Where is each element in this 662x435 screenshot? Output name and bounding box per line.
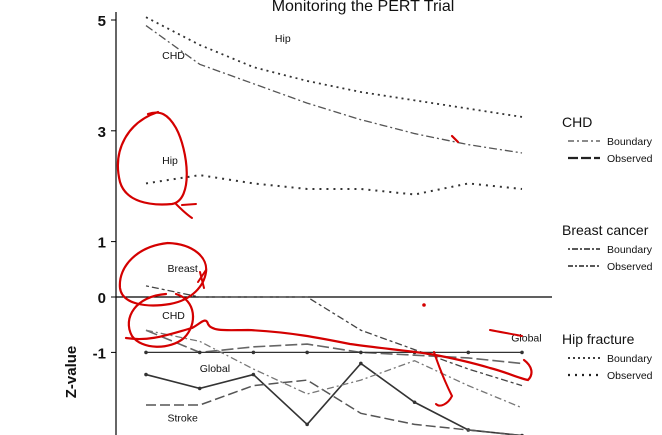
data-point-global-observed (144, 373, 148, 377)
y-tick-label: 0 (98, 290, 106, 307)
legend-entry-label: Boundary (607, 136, 653, 148)
data-point-global-observed (252, 373, 256, 377)
y-tick-label: 1 (98, 235, 106, 252)
y-tick-label: 3 (98, 124, 106, 141)
curve-label: CHD (162, 50, 185, 62)
data-point-global-boundary (359, 351, 363, 355)
annotation-trace (126, 321, 531, 380)
series-line-hip-boundary (146, 17, 522, 117)
data-point-global-observed (413, 400, 417, 404)
data-point-global-observed (359, 362, 363, 366)
series-line-chd-observed (146, 330, 522, 363)
data-point-global-boundary (466, 351, 470, 355)
legend-entry-label: Boundary (607, 353, 653, 365)
curve-label: Hip (162, 155, 178, 167)
curve-label: Stroke (167, 413, 198, 425)
data-point-global-boundary (252, 351, 256, 355)
series-line-chd-boundary (146, 26, 522, 153)
handwritten-annotations (118, 112, 532, 406)
data-point-global-boundary (305, 351, 309, 355)
annotation-dot (422, 303, 426, 307)
curve-label: Global (200, 363, 230, 375)
series-line-hip-observed (146, 175, 522, 194)
legend: CHD Boundary Observed Breast cancer Boundary… (562, 114, 653, 382)
chart-title: Monitoring the PERT Trial (272, 0, 455, 15)
legend-group-title: Breast cancer (562, 222, 649, 238)
annotation-arrow-global (434, 330, 522, 406)
legend-group-title: Hip fracture (562, 331, 635, 347)
curve-label: Breast (167, 263, 197, 275)
legend-entry-label: Observed (607, 261, 653, 273)
legend-group-title: CHD (562, 114, 592, 130)
axes-layer: 5 3 1 0 -1 Z-value (63, 12, 552, 435)
legend-entry-label: Boundary (607, 244, 653, 256)
y-axis-label: Z-value (63, 346, 80, 399)
y-tick-label: -1 (93, 345, 106, 362)
data-point-global-boundary (520, 351, 524, 355)
data-point-global-observed (198, 387, 202, 391)
curve-label: CHD (162, 310, 185, 322)
data-point-global-observed (305, 423, 309, 427)
legend-entry-label: Observed (607, 153, 653, 165)
curve-label: Hip (275, 33, 291, 45)
data-point-global-boundary (198, 351, 202, 355)
annotation-stroke-hip-tail (176, 204, 196, 218)
y-tick-label: 5 (98, 13, 106, 30)
legend-entry-label: Observed (607, 370, 653, 382)
data-point-global-boundary (144, 351, 148, 355)
